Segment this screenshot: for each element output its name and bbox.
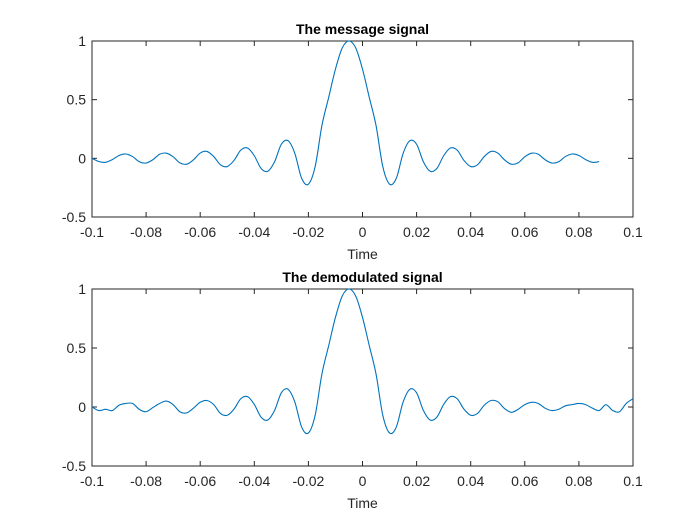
y-tick-label: -0.5: [62, 458, 86, 474]
y-tick-label: 1: [78, 33, 86, 49]
x-tick-label: 0: [359, 224, 367, 240]
y-tick-label: -0.5: [62, 209, 86, 225]
series-line-message: [91, 40, 600, 186]
x-tick-label: 0.08: [565, 473, 592, 489]
x-tick-label: 0.02: [403, 224, 430, 240]
x-tick-label: 0.02: [403, 473, 430, 489]
x-tick-label: -0.06: [184, 224, 216, 240]
x-tick-label: 0.06: [511, 224, 538, 240]
x-tick-label: -0.1: [80, 224, 104, 240]
x-tick-label: 0.06: [511, 473, 538, 489]
plot-title: The message signal: [296, 21, 429, 37]
x-tick-label: 0.08: [565, 224, 592, 240]
x-tick-label: -0.02: [292, 224, 324, 240]
x-tick-label: -0.08: [130, 473, 162, 489]
series-line-demodulated: [91, 288, 634, 435]
x-axis-label: Time: [347, 495, 378, 511]
x-tick-label: -0.1: [80, 473, 104, 489]
plot-title: The demodulated signal: [282, 269, 442, 285]
demodulated-signal-plot: The demodulated signal Time -0.1 -0.08 -0.…: [62, 269, 643, 511]
x-tick-label: -0.06: [184, 473, 216, 489]
x-tick-label: 0.04: [457, 224, 484, 240]
x-tick-label: 0.1: [623, 473, 643, 489]
y-tick-label: 0.5: [67, 92, 87, 108]
x-tick-label: -0.04: [238, 473, 270, 489]
x-tick-label: -0.04: [238, 224, 270, 240]
message-signal-plot: The message signal Time -0.1 -0.08 -0.06 -0…: [62, 21, 643, 262]
y-tick-label: 1: [78, 281, 86, 297]
x-tick-label: 0: [359, 473, 367, 489]
x-axis-label: Time: [347, 246, 378, 262]
x-tick-label: 0.04: [457, 473, 484, 489]
x-tick-label: -0.08: [130, 224, 162, 240]
y-tick-label: 0: [78, 399, 86, 415]
y-tick-label: 0: [78, 150, 86, 166]
x-tick-label: 0.1: [623, 224, 643, 240]
y-tick-label: 0.5: [67, 340, 87, 356]
x-tick-label: -0.02: [292, 473, 324, 489]
